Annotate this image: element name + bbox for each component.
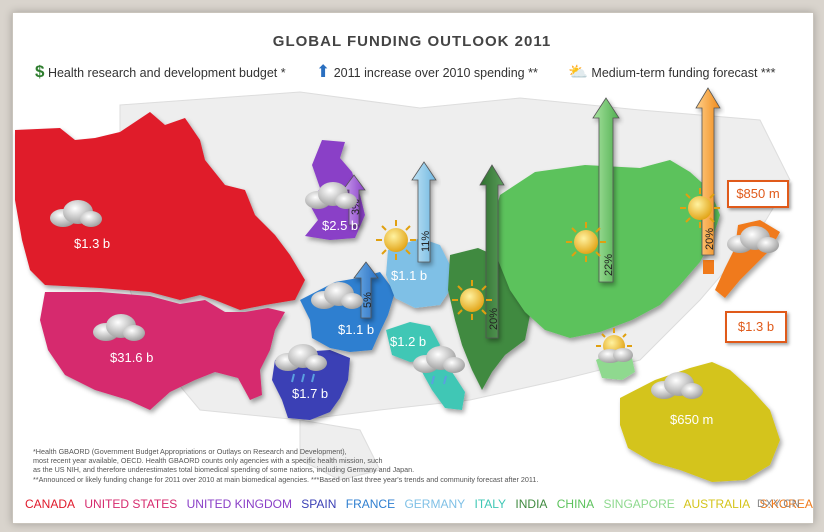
page-title: GLOBAL FUNDING OUTLOOK 2011 [272, 33, 552, 50]
footnote-line: *Health GBAORD (Government Budget Approp… [33, 447, 347, 456]
sun-icon [376, 220, 416, 260]
region-germany [386, 238, 450, 308]
increase-label-india: 20% [488, 308, 500, 330]
legend-forecast: ⛅ Medium-term funding forecast *** [568, 62, 776, 82]
legend-increase-label: 2011 increase over 2010 spending ** [333, 66, 538, 80]
increase-label-china: 22% [603, 254, 615, 276]
budget-label-singapore: $850 m [727, 180, 789, 208]
up-arrow-icon: ⬆ [316, 62, 331, 81]
country-name-india: INDIA [515, 497, 548, 511]
sun-icon [680, 188, 720, 228]
region-italy-boot [422, 360, 465, 410]
sun-icon [452, 280, 492, 320]
footnote-line: as the US NIH, and therefore underestima… [33, 465, 415, 474]
budget-label-france: $1.1 b [338, 322, 374, 337]
budget-label-spain: $1.7 b [292, 386, 328, 401]
country-name-south-korea: S.KOREA [759, 497, 813, 511]
country-name-singapore: SINGAPORE [603, 497, 675, 511]
country-legend: CANADA UNITED STATES UNITED KINGDOM SPAI… [25, 497, 819, 511]
country-name-united-states: UNITED STATES [84, 497, 178, 511]
budget-label-united-kingdom: $2.5 b [322, 218, 358, 233]
dollar-icon: $ [35, 62, 45, 81]
footnote-line: most recent year available, OECD. Health… [33, 456, 383, 465]
cloud-icon [305, 182, 357, 209]
country-name-australia: AUSTRALIA [683, 497, 751, 511]
arrow-china [592, 97, 620, 283]
region-italy [386, 322, 440, 362]
country-name-china: CHINA [556, 497, 595, 511]
budget-label-italy: $1.2 b [390, 334, 426, 349]
budget-label-germany: $1.1 b [391, 268, 427, 283]
region-singapore-marker [703, 260, 714, 274]
legend-forecast-label: Medium-term funding forecast *** [591, 66, 776, 80]
budget-label-south-korea: $1.3 b [725, 311, 787, 343]
arrow-germany [411, 161, 437, 263]
country-name-germany: GERMANY [404, 497, 466, 511]
country-name-canada: CANADA [25, 497, 76, 511]
arrow-france [353, 261, 379, 319]
cloud-icon [727, 226, 779, 253]
budget-label-canada: $1.3 b [74, 236, 110, 251]
budget-label-united-states: $31.6 b [110, 350, 153, 365]
sun-cloud-icon: ⛅ [568, 64, 588, 81]
cloud-icon [311, 282, 363, 309]
increase-label-singapore: 20% [704, 228, 716, 250]
cloud-icon [50, 200, 102, 227]
legend-budget-label: Health research and development budget * [47, 66, 286, 80]
legend-increase: ⬆ 2011 increase over 2010 spending ** [316, 62, 538, 82]
watermark: DXY.CN [757, 498, 801, 510]
region-canada [15, 112, 305, 310]
sun-cloud-icon [596, 328, 633, 363]
legend-budget: $ Health research and development budget… [35, 62, 286, 82]
country-name-united-kingdom: UNITED KINGDOM [186, 497, 292, 511]
country-name-italy: ITALY [474, 497, 507, 511]
cloud-icon [93, 314, 145, 341]
arrow-india [479, 164, 505, 339]
region-united-states [40, 292, 285, 410]
rain-cloud-icon [275, 344, 327, 383]
budget-label-australia: $650 m [670, 412, 713, 427]
country-name-france: FRANCE [345, 497, 396, 511]
sun-icon [566, 222, 606, 262]
cloud-icon [651, 372, 703, 399]
rain-cloud-icon [413, 346, 465, 385]
footnote-line: **Announced or likely funding change for… [33, 475, 539, 484]
increase-label-germany: 11% [420, 231, 432, 252]
country-name-spain: SPAIN [301, 497, 337, 511]
increase-label-france: 5% [362, 292, 374, 308]
